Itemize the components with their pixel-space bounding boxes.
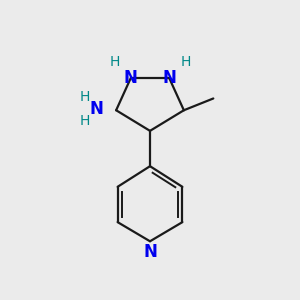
Text: H: H — [180, 55, 190, 69]
Text: N: N — [162, 69, 176, 87]
Text: N: N — [124, 69, 138, 87]
Text: N: N — [89, 100, 103, 118]
Text: N: N — [143, 243, 157, 261]
Text: H: H — [80, 114, 90, 128]
Text: H: H — [80, 90, 90, 104]
Text: H: H — [110, 55, 120, 69]
